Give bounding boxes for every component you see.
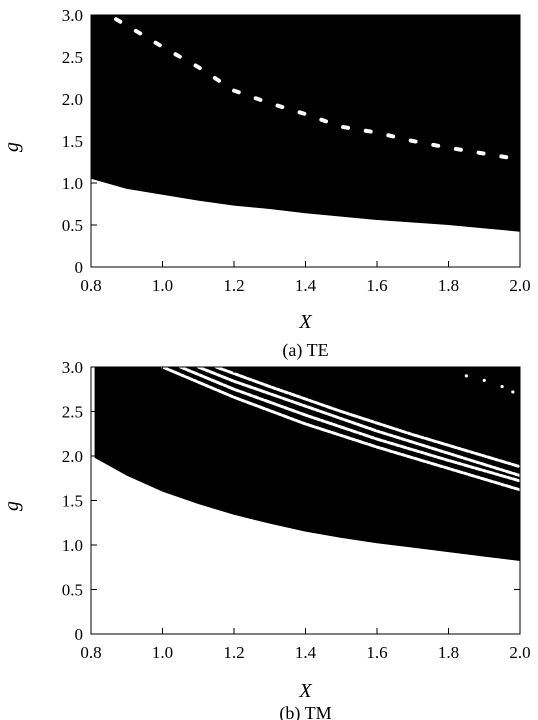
x-tick-label: 1.0: [152, 276, 173, 295]
y-tick-label: 0: [75, 258, 84, 277]
y-axis-title: g: [1, 142, 23, 152]
speckle: [464, 374, 468, 378]
y-tick-label: 0.5: [62, 581, 83, 600]
x-tick-label: 1.8: [438, 643, 459, 662]
x-tick-label: 2.0: [509, 643, 530, 662]
y-tick-label: 1.0: [62, 536, 83, 555]
x-tick-label: 2.0: [509, 276, 530, 295]
x-tick-label: 1.6: [366, 276, 387, 295]
x-tick-label: 1.2: [223, 276, 244, 295]
y-tick-label: 2.0: [62, 447, 83, 466]
y-tick-label: 1.5: [62, 132, 83, 151]
white-band-1: [178, 365, 522, 483]
x-tick-label: 0.8: [80, 643, 101, 662]
panel-tm: 0.8 1.0 1.2 1.4 1.6 1.8 2.0 0 0.5 1.0 1.5 2.0 2.5 3.0…: [1, 358, 531, 720]
y-tick-label: 1.5: [62, 492, 83, 511]
x-tick-label: 1.4: [295, 276, 317, 295]
white-band-2: [196, 365, 522, 478]
speckle: [500, 384, 504, 389]
speckle: [482, 378, 486, 382]
panel-caption: (a) TE: [282, 340, 328, 361]
y-tick-label: 0.5: [62, 216, 83, 235]
speckle: [511, 390, 515, 394]
filled-region: [94, 367, 520, 562]
y-axis-title: g: [1, 501, 23, 511]
y-tick-label: 3.0: [62, 358, 83, 377]
x-axis-title: X: [298, 311, 312, 333]
x-tick-label: 1.8: [438, 276, 459, 295]
x-tick-label: 1.0: [152, 643, 173, 662]
panel-caption: (b) TM: [279, 703, 331, 720]
y-tick-label: 3.0: [62, 6, 83, 25]
y-tick-label: 1.0: [62, 174, 83, 193]
white-band-3: [214, 365, 522, 469]
y-tick-label: 2.5: [62, 403, 83, 422]
panel-te: 0.8 1.0 1.2 1.4 1.6 1.8 2.0 0 0.5 1.0 1.5 2.0 2.5 3.0…: [1, 6, 531, 361]
white-band-0: [161, 365, 522, 492]
filled-region: [91, 15, 520, 232]
x-tick-label: 1.4: [295, 643, 317, 662]
x-tick-label: 1.6: [366, 643, 387, 662]
y-tick-label: 2.0: [62, 90, 83, 109]
x-tick-label: 0.8: [80, 276, 101, 295]
x-tick-label: 1.2: [223, 643, 244, 662]
y-tick-label: 2.5: [62, 48, 83, 67]
x-axis-title: X: [298, 680, 312, 702]
y-tick-label: 0: [75, 625, 84, 644]
